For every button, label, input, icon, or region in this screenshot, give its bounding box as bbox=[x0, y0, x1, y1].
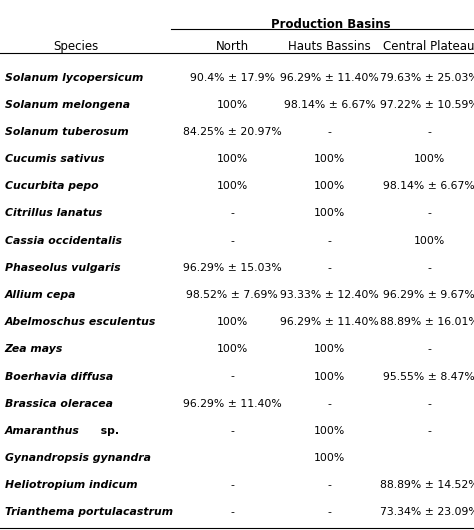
Text: Zea mays: Zea mays bbox=[5, 344, 63, 355]
Text: 79.63% ± 25.03%: 79.63% ± 25.03% bbox=[380, 73, 474, 83]
Text: 96.29% ± 11.40%: 96.29% ± 11.40% bbox=[183, 399, 282, 409]
Text: 96.29% ± 11.40%: 96.29% ± 11.40% bbox=[280, 73, 379, 83]
Text: 100%: 100% bbox=[314, 181, 345, 191]
Text: Brassica oleracea: Brassica oleracea bbox=[5, 399, 113, 409]
Text: 88.89% ± 14.52%: 88.89% ± 14.52% bbox=[380, 480, 474, 490]
Text: sp.: sp. bbox=[97, 426, 119, 436]
Text: Boerhavia diffusa: Boerhavia diffusa bbox=[5, 372, 113, 382]
Text: 84.25% ± 20.97%: 84.25% ± 20.97% bbox=[183, 127, 282, 137]
Text: 95.55% ± 8.47%: 95.55% ± 8.47% bbox=[383, 372, 474, 382]
Text: -: - bbox=[328, 127, 331, 137]
Text: -: - bbox=[328, 480, 331, 490]
Text: -: - bbox=[230, 426, 234, 436]
Text: 100%: 100% bbox=[314, 372, 345, 382]
Text: 97.22% ± 10.59%: 97.22% ± 10.59% bbox=[380, 100, 474, 110]
Text: 100%: 100% bbox=[217, 154, 248, 164]
Text: -: - bbox=[427, 426, 431, 436]
Text: 90.4% ± 17.9%: 90.4% ± 17.9% bbox=[190, 73, 275, 83]
Text: 100%: 100% bbox=[217, 344, 248, 355]
Text: -: - bbox=[328, 263, 331, 273]
Text: -: - bbox=[328, 508, 331, 517]
Text: Trianthema portulacastrum: Trianthema portulacastrum bbox=[5, 508, 173, 517]
Text: -: - bbox=[328, 399, 331, 409]
Text: Species: Species bbox=[53, 40, 99, 54]
Text: Citrillus lanatus: Citrillus lanatus bbox=[5, 208, 102, 218]
Text: -: - bbox=[427, 127, 431, 137]
Text: Solanum lycopersicum: Solanum lycopersicum bbox=[5, 73, 143, 83]
Text: 96.29% ± 9.67%: 96.29% ± 9.67% bbox=[383, 290, 474, 300]
Text: Abelmoschus esculentus: Abelmoschus esculentus bbox=[5, 317, 156, 327]
Text: 100%: 100% bbox=[217, 100, 248, 110]
Text: Solanum melongena: Solanum melongena bbox=[5, 100, 130, 110]
Text: -: - bbox=[230, 372, 234, 382]
Text: Hauts Bassins: Hauts Bassins bbox=[288, 40, 371, 54]
Text: Cucumis sativus: Cucumis sativus bbox=[5, 154, 104, 164]
Text: 96.29% ± 11.40%: 96.29% ± 11.40% bbox=[280, 317, 379, 327]
Text: 100%: 100% bbox=[217, 181, 248, 191]
Text: 98.14% ± 6.67%: 98.14% ± 6.67% bbox=[283, 100, 375, 110]
Text: 98.52% ± 7.69%: 98.52% ± 7.69% bbox=[186, 290, 278, 300]
Text: Heliotropium indicum: Heliotropium indicum bbox=[5, 480, 137, 490]
Text: Phaseolus vulgaris: Phaseolus vulgaris bbox=[5, 263, 120, 273]
Text: -: - bbox=[427, 344, 431, 355]
Text: -: - bbox=[230, 208, 234, 218]
Text: 100%: 100% bbox=[314, 154, 345, 164]
Text: 100%: 100% bbox=[314, 426, 345, 436]
Text: -: - bbox=[230, 480, 234, 490]
Text: Amaranthus: Amaranthus bbox=[5, 426, 80, 436]
Text: -: - bbox=[230, 236, 234, 245]
Text: 100%: 100% bbox=[314, 453, 345, 463]
Text: 93.33% ± 12.40%: 93.33% ± 12.40% bbox=[280, 290, 379, 300]
Text: Production Basins: Production Basins bbox=[271, 18, 391, 31]
Text: Solanum tuberosum: Solanum tuberosum bbox=[5, 127, 128, 137]
Text: 88.89% ± 16.01%: 88.89% ± 16.01% bbox=[380, 317, 474, 327]
Text: -: - bbox=[427, 399, 431, 409]
Text: 98.14% ± 6.67%: 98.14% ± 6.67% bbox=[383, 181, 474, 191]
Text: 100%: 100% bbox=[413, 236, 445, 245]
Text: -: - bbox=[427, 208, 431, 218]
Text: Cucurbita pepo: Cucurbita pepo bbox=[5, 181, 99, 191]
Text: -: - bbox=[328, 236, 331, 245]
Text: -: - bbox=[230, 508, 234, 517]
Text: 100%: 100% bbox=[314, 208, 345, 218]
Text: 100%: 100% bbox=[413, 154, 445, 164]
Text: 73.34% ± 23.09%: 73.34% ± 23.09% bbox=[380, 508, 474, 517]
Text: -: - bbox=[427, 263, 431, 273]
Text: Cassia occidentalis: Cassia occidentalis bbox=[5, 236, 122, 245]
Text: 96.29% ± 15.03%: 96.29% ± 15.03% bbox=[183, 263, 282, 273]
Text: North: North bbox=[216, 40, 249, 54]
Text: Allium cepa: Allium cepa bbox=[5, 290, 76, 300]
Text: 100%: 100% bbox=[314, 344, 345, 355]
Text: Central Plateau: Central Plateau bbox=[383, 40, 474, 54]
Text: 100%: 100% bbox=[217, 317, 248, 327]
Text: Gynandropsis gynandra: Gynandropsis gynandra bbox=[5, 453, 151, 463]
